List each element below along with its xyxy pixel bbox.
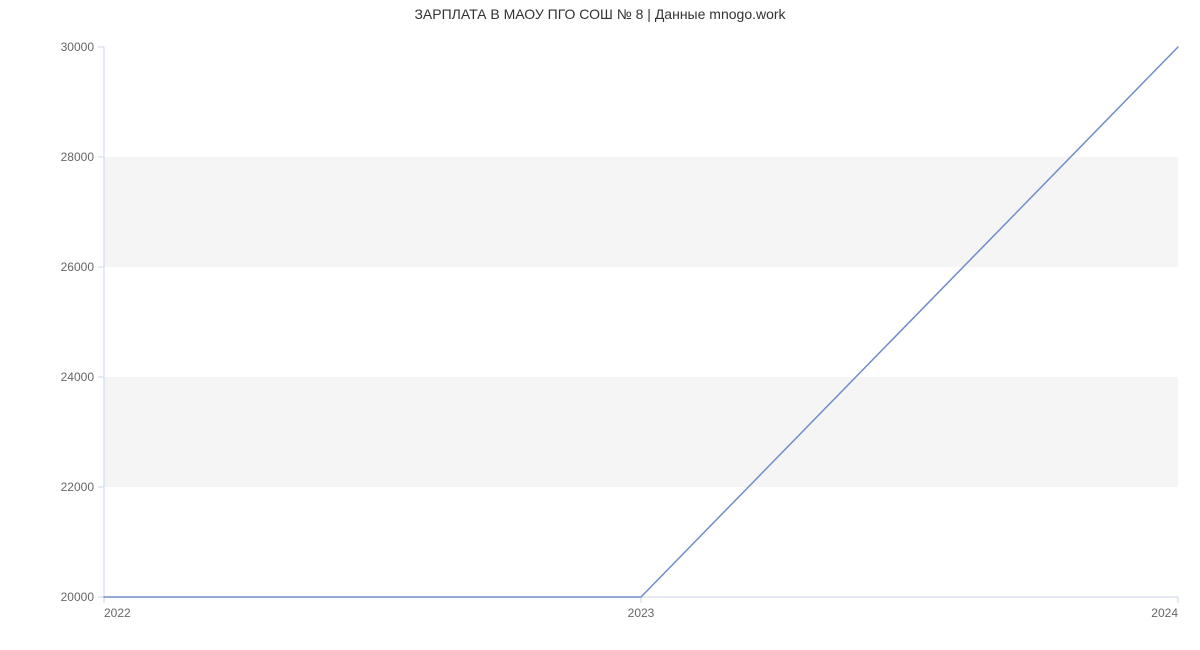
y-tick-label: 20000 <box>61 590 95 604</box>
y-tick-label: 26000 <box>61 260 95 274</box>
x-tick-label: 2022 <box>104 606 131 620</box>
salary-line-chart: ЗАРПЛАТА В МАОУ ПГО СОШ № 8 | Данные mno… <box>0 0 1200 650</box>
y-tick-label: 30000 <box>61 40 95 54</box>
chart-svg: 20000 22000 24000 26000 28000 30000 2022 2023 20… <box>0 0 1200 650</box>
y-tick-label: 22000 <box>61 480 95 494</box>
y-tick-label: 28000 <box>61 150 95 164</box>
x-tick-label: 2023 <box>628 606 655 620</box>
plot-band <box>104 377 1178 487</box>
y-tick-label: 24000 <box>61 370 95 384</box>
series-line-salary <box>104 47 1178 597</box>
x-tick-label: 2024 <box>1151 606 1178 620</box>
